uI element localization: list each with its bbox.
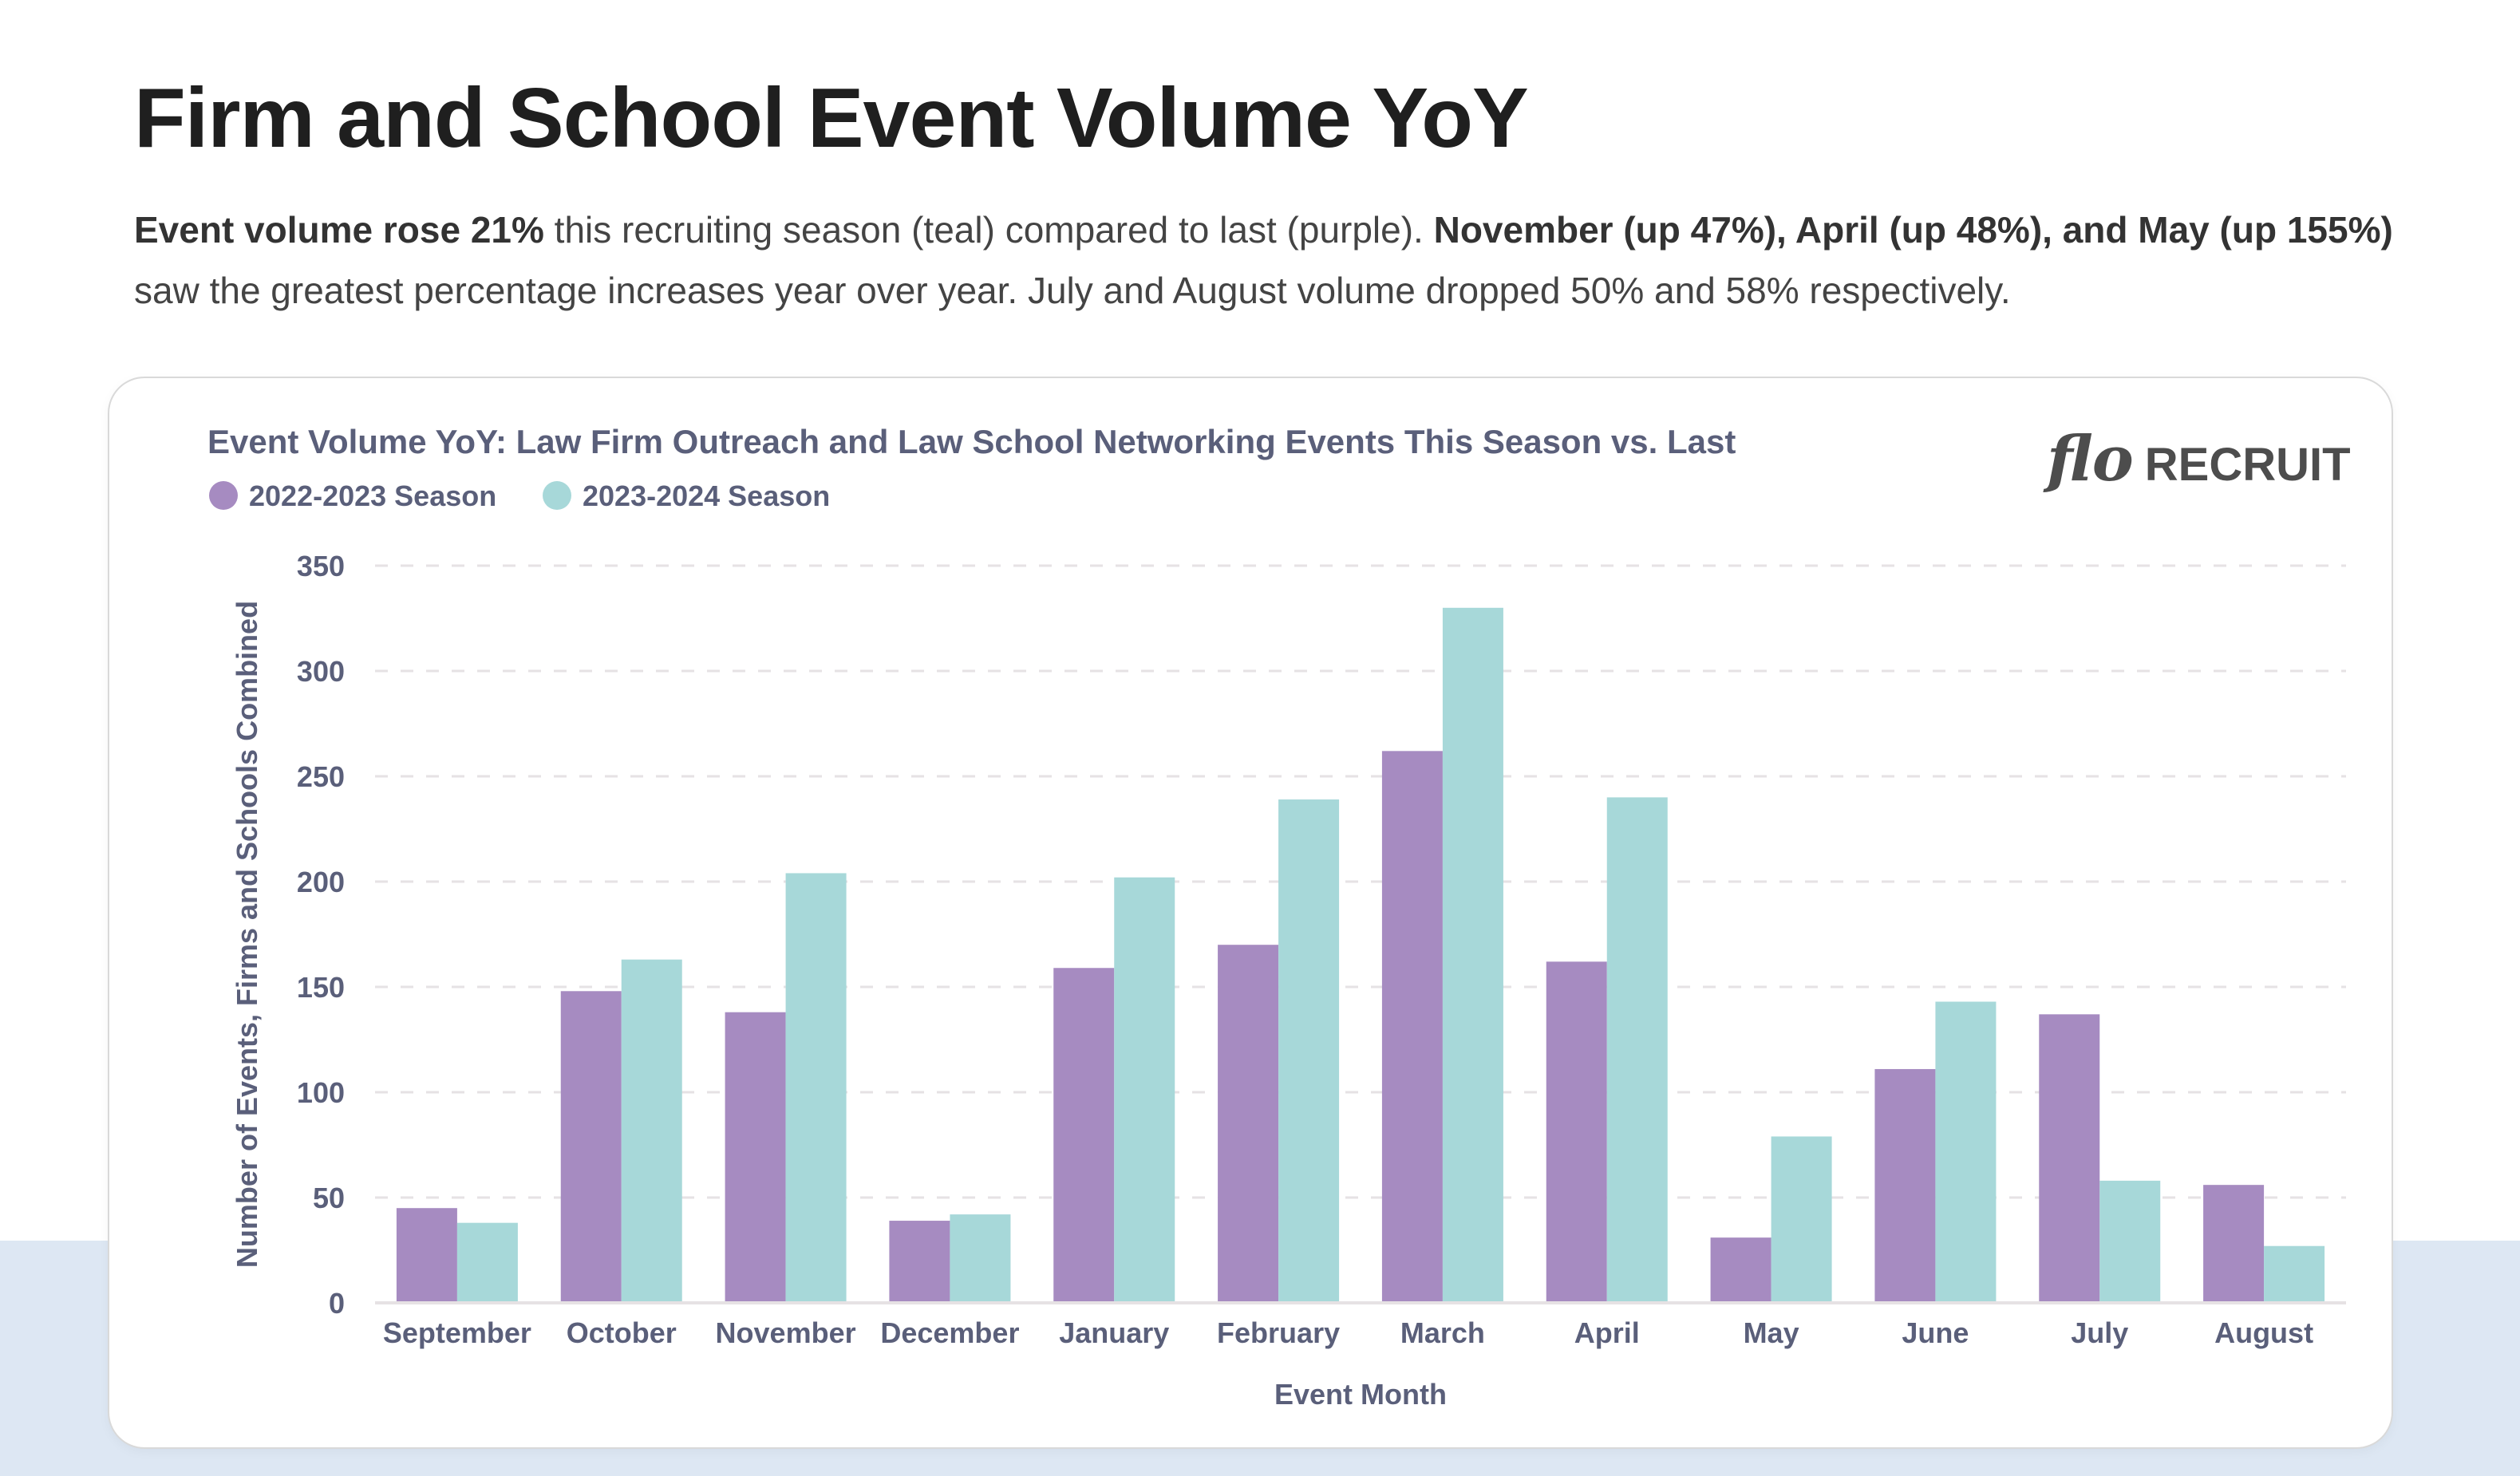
bar-2023-2024	[456, 1222, 518, 1303]
bar-2022-2023	[1874, 1068, 1936, 1303]
bar-2023-2024	[1442, 607, 1503, 1303]
chart-title: Event Volume YoY: Law Firm Outreach and …	[207, 423, 1736, 460]
y-tick-label: 250	[297, 760, 345, 793]
bar-2023-2024	[2099, 1180, 2161, 1303]
y-axis-label: Number of Events, Firms and Schools Comb…	[231, 601, 263, 1268]
legend-swatch	[209, 481, 238, 510]
desc-text: this recruiting season (teal) compared t…	[543, 209, 1434, 251]
x-tick-label: April	[1574, 1316, 1640, 1349]
bar-2022-2023	[1710, 1237, 1772, 1303]
bar-2023-2024	[1114, 877, 1175, 1303]
x-tick-label: November	[716, 1316, 856, 1349]
x-axis-label: Event Month	[1274, 1378, 1447, 1411]
bar-2023-2024	[621, 959, 682, 1303]
x-tick-label: December	[880, 1316, 1019, 1349]
bar-2022-2023	[1053, 968, 1115, 1303]
x-tick-label: June	[1902, 1316, 1969, 1349]
page-title: Firm and School Event Volume YoY	[134, 71, 1529, 165]
y-tick-label: 300	[297, 655, 345, 688]
bar-2023-2024	[2264, 1245, 2325, 1303]
page-description: Event volume rose 21% this recruiting se…	[134, 199, 2448, 321]
logo-word: RECRUIT	[2144, 439, 2351, 491]
y-tick-label: 0	[329, 1287, 345, 1320]
x-tick-label: September	[383, 1316, 531, 1349]
desc-text: saw the greatest percentage increases ye…	[134, 270, 2011, 311]
y-tick-label: 350	[297, 550, 345, 582]
bar-2023-2024	[785, 873, 847, 1303]
x-tick-label: January	[1059, 1316, 1169, 1349]
bar-2022-2023	[2203, 1185, 2265, 1303]
bar-2022-2023	[725, 1012, 786, 1303]
x-tick-label: February	[1217, 1316, 1340, 1349]
bar-2023-2024	[1278, 799, 1340, 1303]
desc-highlight: Event volume rose 21%	[134, 209, 544, 251]
legend-label: 2022-2023 Season	[249, 480, 496, 512]
y-tick-label: 50	[313, 1182, 345, 1214]
bar-2022-2023	[1218, 945, 1279, 1303]
x-tick-label: October	[567, 1316, 677, 1349]
bar-2023-2024	[1606, 797, 1668, 1303]
desc-highlight: November (up 47%), April (up 48%), and M…	[1433, 209, 2393, 251]
legend-swatch	[543, 481, 571, 510]
x-tick-label: July	[2071, 1316, 2128, 1349]
logo-script: flo	[2047, 423, 2134, 495]
bar-2022-2023	[889, 1221, 950, 1303]
bar-2022-2023	[1381, 751, 1443, 1303]
x-tick-label: March	[1400, 1316, 1485, 1349]
y-tick-label: 200	[297, 866, 345, 898]
bar-2022-2023	[1546, 961, 1607, 1303]
bar-2023-2024	[1935, 1001, 1997, 1303]
x-tick-label: August	[2214, 1316, 2313, 1349]
bar-2023-2024	[1771, 1136, 1832, 1303]
y-tick-label: 150	[297, 971, 345, 1004]
y-tick-label: 100	[297, 1076, 345, 1109]
bar-2023-2024	[950, 1214, 1011, 1303]
flo-recruit-logo: flo RECRUIT	[2047, 423, 2351, 495]
bar-2022-2023	[560, 991, 622, 1303]
bar-2022-2023	[396, 1208, 457, 1303]
bar-2022-2023	[2039, 1014, 2100, 1303]
x-tick-label: May	[1744, 1316, 1799, 1349]
legend-label: 2023-2024 Season	[583, 480, 830, 512]
